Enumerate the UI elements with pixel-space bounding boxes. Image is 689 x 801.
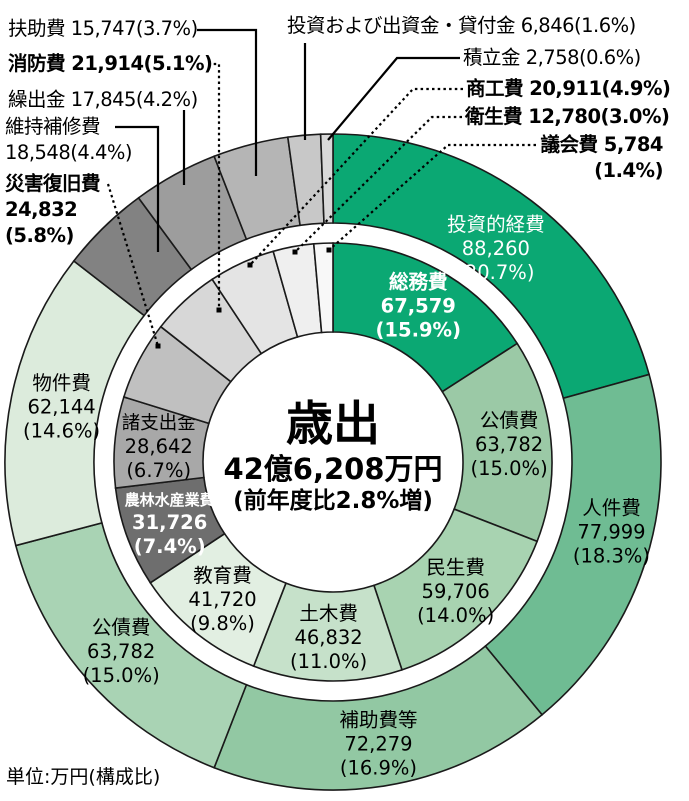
callout-label-kuridashikin: 繰出金 17,845(4.2%)	[8, 87, 198, 113]
outer-ring-label-kosaihi-outer: 公債費 63,782 (15.0%)	[83, 616, 160, 687]
outer-ring-label-hojohito: 補助費等 72,279 (16.9%)	[339, 708, 417, 779]
callout-label-eiseihi: 衛生費 12,780(3.0%)	[465, 104, 670, 130]
leader-line-eiseihi	[294, 115, 462, 253]
callout-label-line: 議会費 5,784	[540, 133, 664, 156]
leader-line-tsumitatekin	[327, 56, 460, 141]
outer-ring-segment-tsumitatekin	[319, 133, 334, 224]
callout-label-line: 投資および出資金・貸付金 6,846(1.6%)	[287, 14, 636, 37]
inner-ring-segment-gikaihi	[312, 242, 334, 334]
callout-label-line: (5.8%)	[5, 224, 74, 247]
callout-label-gikaihi: 議会費 5,784 (1.4%)	[538, 132, 664, 184]
callout-label-line: 24,832	[5, 198, 78, 221]
callout-label-line: 繰出金 17,845(4.2%)	[8, 88, 198, 111]
center-total-amount: 42億6,208万円	[223, 452, 443, 486]
outer-ring-label-toshiteki-keihi: 投資的経費 88,260 (20.7%)	[447, 213, 545, 284]
callout-label-line: 18,548(4.4%)	[5, 141, 133, 164]
center-title: 歳出	[286, 397, 380, 452]
inner-ring-label-shoshishutsukin: 諸支出金 28,642 (6.7%)	[122, 413, 196, 482]
callout-label-line: 扶助費 15,747(3.7%)	[8, 17, 198, 40]
center-yoy-note: (前年度比2.8%増)	[233, 488, 433, 514]
inner-ring-label-minseihi: 民生費 59,706 (14.0%)	[417, 556, 494, 627]
leader-line-fujohi	[197, 28, 258, 176]
callout-label-toshi-shusshi: 投資および出資金・貸付金 6,846(1.6%)	[287, 13, 636, 39]
outer-ring-label-jinkenhi: 人件費 77,999 (18.3%)	[573, 496, 650, 567]
callout-label-shobohi: 消防費 21,914(5.1%)	[8, 51, 213, 77]
inner-ring-label-norinsuisangyohi: 農林水産業費 31,726 (7.4%)	[125, 491, 215, 558]
leader-end-dot-shobohi	[216, 307, 222, 313]
callout-label-line: 維持補修費	[5, 115, 101, 138]
unit-note: 単位:万円(構成比)	[6, 766, 161, 788]
inner-ring-label-kyoikuhi: 教育費 41,720 (9.8%)	[188, 564, 256, 635]
leader-end-dot-gikaihi	[326, 247, 332, 253]
callout-label-line: 積立金 2,758(0.6%)	[463, 46, 641, 69]
inner-ring-label-dobokuhi: 土木費 46,832 (11.0%)	[290, 602, 367, 673]
leader-end-dot-shokohi	[247, 262, 253, 268]
callout-label-tsumitatekin: 積立金 2,758(0.6%)	[463, 45, 641, 71]
leader-line-ijihoshuhi	[115, 125, 160, 252]
outer-ring-label-bukkenhi: 物件費 62,144 (14.6%)	[23, 372, 100, 443]
inner-ring-label-somuhi: 総務費 67,579 (15.9%)	[376, 271, 461, 342]
callout-label-line: 災害復旧費	[5, 172, 101, 195]
callout-label-saigai-fukkyuhi: 災害復旧費 24,832 (5.8%)	[5, 171, 101, 249]
callout-label-shokohi: 商工費 20,911(4.9%)	[466, 76, 671, 102]
callout-label-line: 衛生費 12,780(3.0%)	[465, 105, 670, 128]
callout-label-line: 消防費 21,914(5.1%)	[8, 52, 213, 75]
callout-label-line: (1.4%)	[594, 159, 663, 182]
callout-label-line: 商工費 20,911(4.9%)	[466, 77, 671, 100]
callout-label-fujohi: 扶助費 15,747(3.7%)	[8, 16, 198, 42]
leader-end-dot-saigai-fukkyuhi	[155, 343, 161, 349]
callout-label-ijihoshuhi: 維持補修費 18,548(4.4%)	[5, 114, 133, 166]
chart-center-label: 歳出 42億6,208万円 (前年度比2.8%増)	[223, 398, 442, 516]
leader-end-dot-eiseihi	[292, 249, 298, 255]
inner-ring-label-kosaihi-inner: 公債費 63,782 (15.0%)	[471, 409, 548, 480]
leader-line-gikaihi	[328, 143, 536, 251]
